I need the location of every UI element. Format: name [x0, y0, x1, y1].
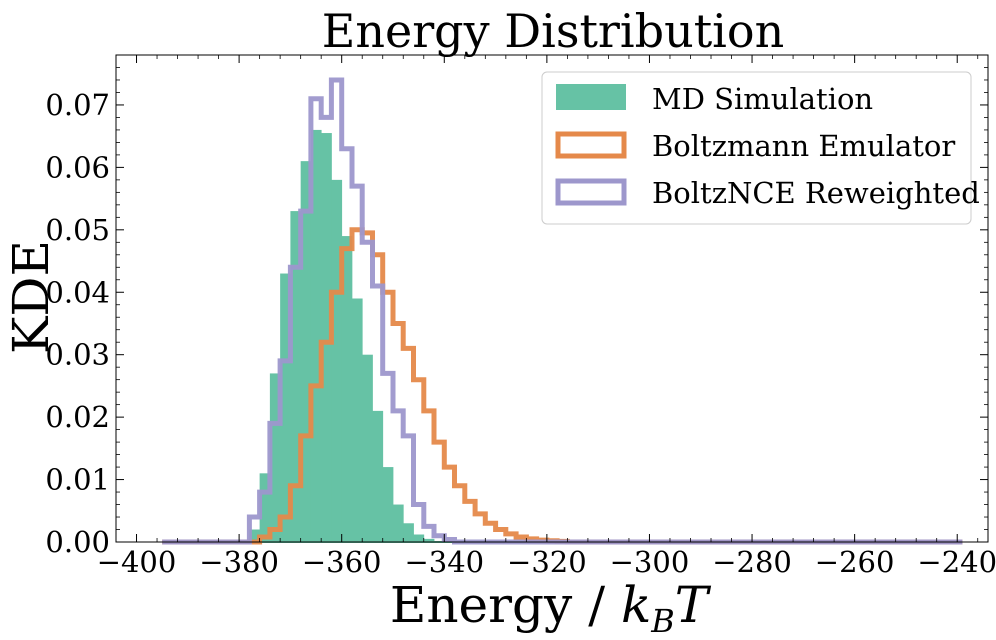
x-axis-label-k: k	[621, 576, 651, 634]
x-axis-label-subscript-b: B	[650, 602, 675, 640]
y-tick-label-6: 0.06	[45, 150, 110, 184]
md-simulation-bar-11	[362, 354, 373, 542]
y-tick-label-2: 0.02	[45, 400, 110, 434]
legend-box	[541, 71, 972, 225]
md-simulation-bar-15	[403, 523, 414, 542]
boltzmann-emulator-step-line	[162, 227, 963, 545]
x-axis-label-t: T	[675, 576, 712, 634]
x-tick-label-6: −280	[712, 545, 792, 579]
legend-swatch-boltznce-reweighted	[555, 178, 627, 206]
plot-area	[162, 77, 963, 545]
y-tick-label-0: 0.00	[45, 525, 110, 559]
axes-frame	[115, 54, 989, 543]
md-simulation-bar-1	[259, 473, 271, 542]
md-simulation-bar-2	[269, 373, 281, 542]
x-axis-label: Energy / kBT	[390, 576, 712, 640]
legend-label-boltznce-reweighted: BoltzNCE Reweighted	[652, 176, 980, 210]
md-simulation-bar-16	[413, 534, 425, 542]
x-tick-label-3: −340	[404, 545, 484, 579]
y-axis-label: KDE	[2, 240, 60, 354]
md-simulation-bar-4	[290, 211, 302, 543]
md-simulation-bar-6	[310, 129, 322, 542]
y-tick-label-5: 0.05	[45, 213, 110, 247]
y-tick-label-7: 0.07	[45, 88, 110, 122]
md-simulation-bar-0	[249, 529, 261, 542]
x-axis-label-energy: Energy /	[390, 576, 621, 634]
md-simulation-bar-7	[321, 133, 332, 543]
x-tick-label-1: −380	[199, 545, 279, 579]
md-simulation-bar-9	[341, 236, 353, 543]
md-simulation-bar-12	[372, 410, 384, 542]
x-tick-label-7: −260	[815, 545, 895, 579]
legend-label-md-simulation: MD Simulation	[652, 82, 873, 116]
axes: −400 −380 −360 −340 −320 −300 −280 −260 −240 0.00…	[45, 54, 996, 579]
x-tick-label-2: −360	[302, 545, 382, 579]
md-simulation-bar-3	[280, 273, 291, 542]
md-simulation-bar-10	[351, 298, 363, 542]
chart-title: Energy Distribution	[322, 4, 784, 58]
md-simulation-bar-14	[392, 504, 404, 542]
boltznce-reweighted-step-line	[162, 77, 963, 545]
md-simulation-bar-17	[423, 538, 435, 542]
y-tick-label-4: 0.04	[45, 275, 110, 309]
md-simulation-bar-5	[300, 161, 312, 542]
x-tick-label-4: −320	[507, 545, 587, 579]
y-tick-label-1: 0.01	[45, 463, 110, 497]
y-tick-label-3: 0.03	[45, 338, 110, 372]
x-tick-label-5: −300	[610, 545, 690, 579]
x-tick-label-0: −400	[97, 545, 177, 579]
md-simulation-bar-8	[331, 179, 343, 542]
legend: MD Simulation Boltzmann Emulator BoltzNC…	[541, 71, 980, 225]
legend-swatch-boltzmann-emulator	[555, 131, 627, 159]
legend-swatch-md-simulation	[556, 84, 626, 110]
legend-label-boltzmann-emulator: Boltzmann Emulator	[652, 129, 955, 163]
md-simulation-bar-13	[382, 467, 394, 542]
x-tick-label-8: −240	[917, 545, 996, 579]
